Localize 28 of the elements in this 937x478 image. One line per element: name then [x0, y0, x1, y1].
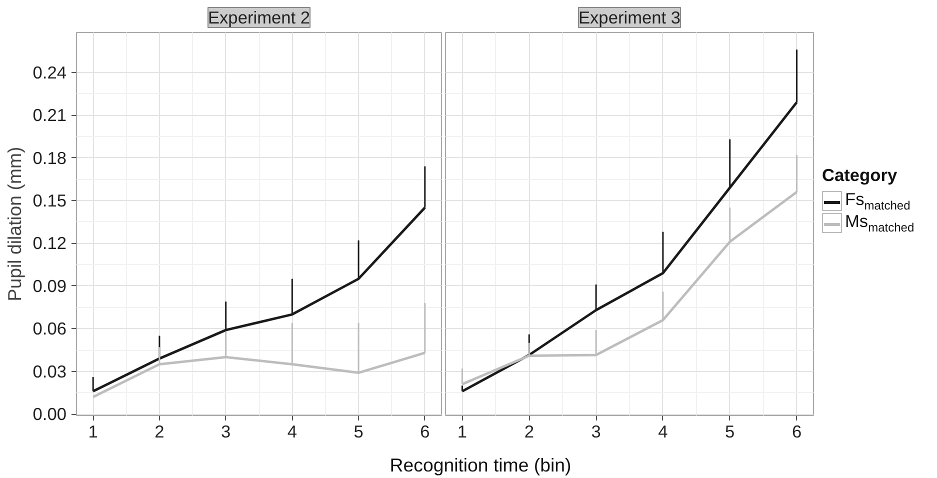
y-tick-label: 0.00	[32, 404, 67, 424]
x-tick-label: 3	[591, 422, 601, 442]
x-tick-label: 2	[154, 422, 164, 442]
x-tick-label: 6	[420, 422, 430, 442]
y-tick-label: 0.24	[32, 62, 67, 82]
legend-label: Ms$_{matched}$	[845, 210, 914, 236]
legend-title: Category	[822, 164, 898, 187]
y-tick-label: 0.06	[32, 318, 67, 339]
chart-title: Experiment 3	[578, 8, 681, 28]
x-tick-label: 1	[88, 422, 98, 442]
x-tick-label: 5	[725, 422, 735, 442]
y-tick-label: 0.21	[32, 105, 67, 126]
x-tick-label: 2	[524, 422, 534, 442]
y-axis-title: Pupil dilation (mm)	[4, 146, 25, 302]
x-tick-label: 3	[221, 422, 231, 442]
chart-title: Experiment 2	[208, 8, 310, 28]
legend-label: Fs$_{matched}$	[845, 188, 910, 212]
x-axis-title: Recognition time (bin)	[390, 454, 572, 476]
y-tick-label: 0.12	[32, 233, 67, 254]
x-tick-label: 6	[792, 422, 802, 442]
x-tick-label: 5	[354, 422, 364, 442]
x-tick-label: 4	[287, 422, 298, 442]
x-tick-label: 1	[457, 422, 468, 442]
x-tick-label: 4	[658, 422, 668, 442]
y-tick-label: 0.03	[32, 361, 67, 382]
y-tick-label: 0.15	[32, 190, 67, 211]
y-tick-label: 0.18	[32, 148, 67, 168]
y-tick-label: 0.09	[32, 276, 67, 296]
